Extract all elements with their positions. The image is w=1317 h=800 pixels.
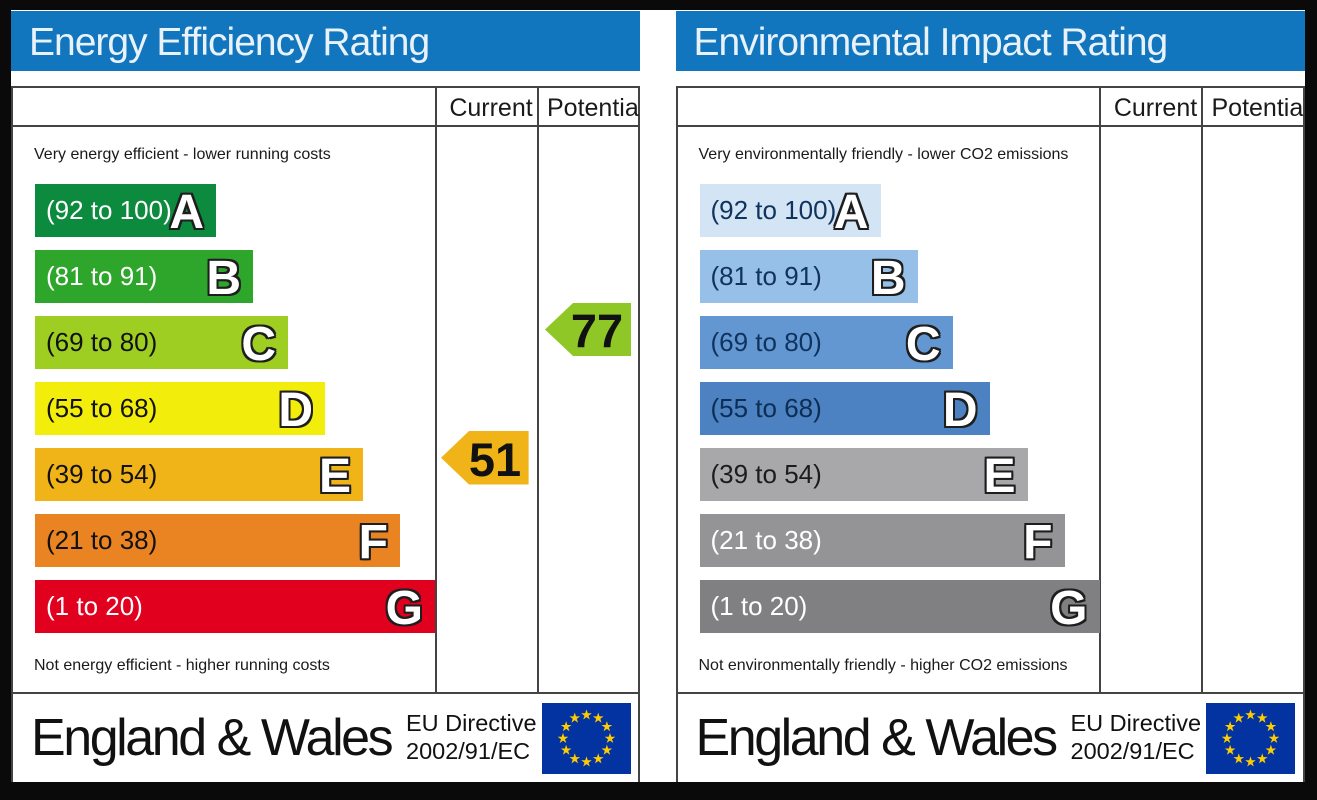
svg-text:77: 77 — [571, 305, 623, 357]
svg-text:51: 51 — [469, 433, 521, 485]
